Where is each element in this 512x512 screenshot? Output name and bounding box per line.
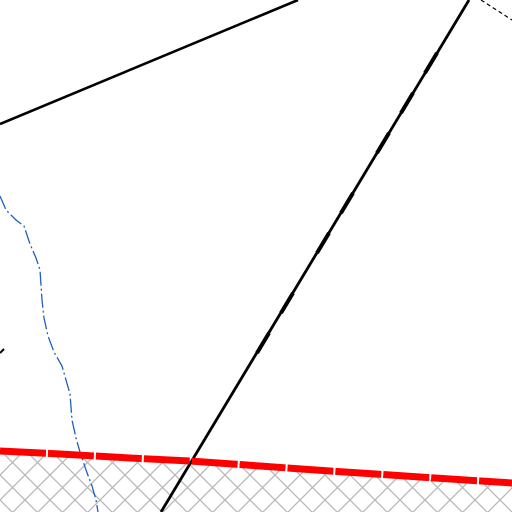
restricted-area-hatch [0, 451, 512, 512]
trail-line-dashed [480, 0, 512, 21]
rail-line-segments [255, 51, 439, 355]
rail-line-main [159, 0, 471, 512]
road-line-upper [0, 0, 299, 126]
road-tick-mark [0, 348, 5, 354]
stream-line [0, 195, 99, 512]
area-boundary-line [0, 447, 512, 487]
